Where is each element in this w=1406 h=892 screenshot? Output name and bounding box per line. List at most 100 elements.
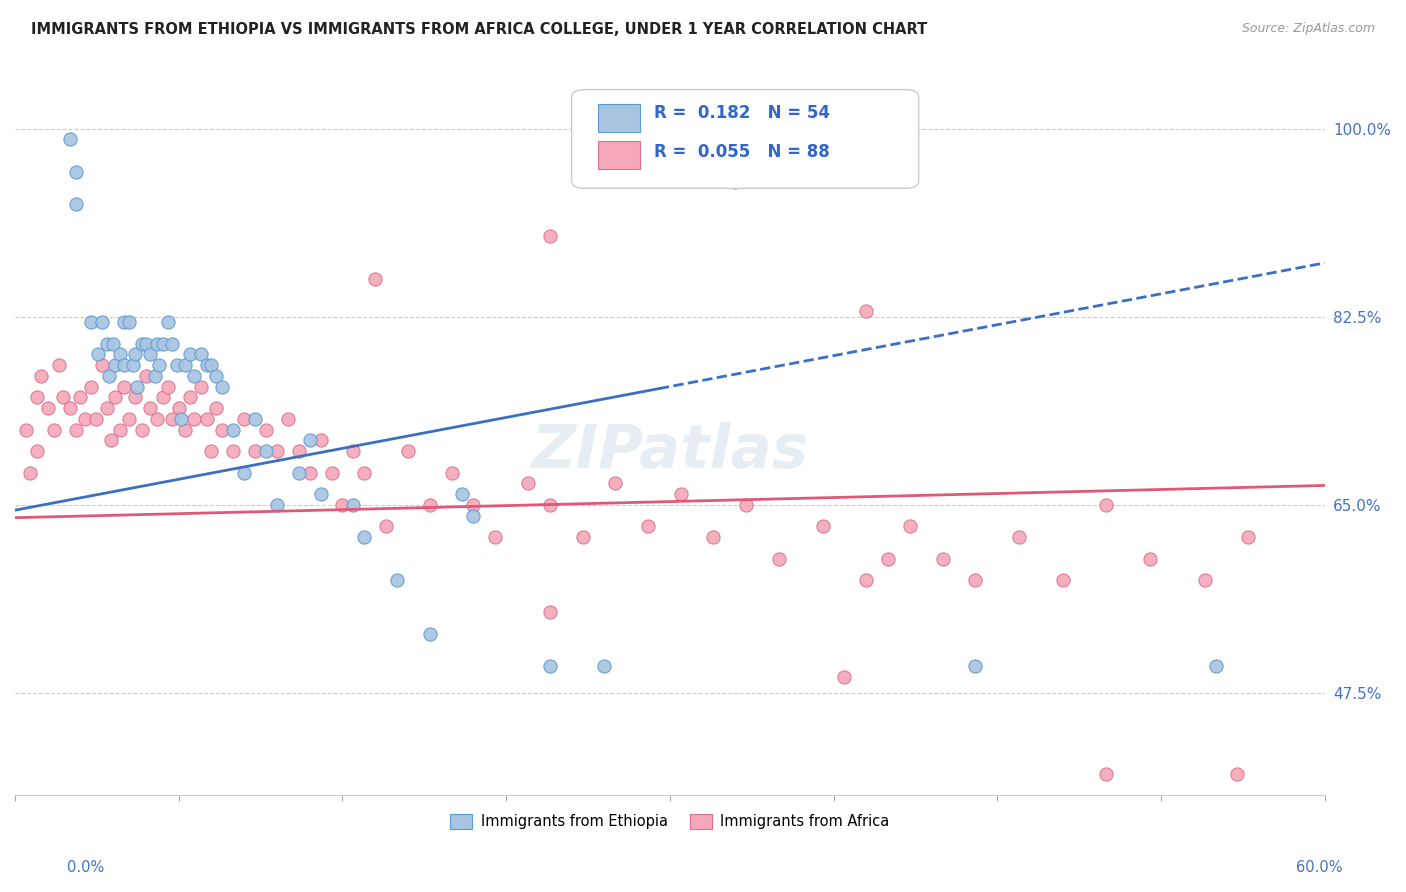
Point [724,175,747,189]
Point [419,627,441,641]
Point [898,519,921,533]
Point [30,368,52,383]
Point [139,401,162,415]
Point [463,498,485,512]
Point [200,358,222,372]
Text: Source: ZipAtlas.com: Source: ZipAtlas.com [1241,22,1375,36]
Point [451,487,474,501]
Point [58,401,80,415]
Point [25,390,48,404]
Point [146,336,169,351]
Point [152,336,174,351]
Point [117,315,139,329]
Point [233,466,256,480]
Point [91,358,114,372]
Point [243,412,266,426]
Point [309,487,332,501]
Point [965,659,987,673]
Point [179,390,201,404]
Point [200,444,222,458]
Point [204,401,226,415]
Point [396,444,419,458]
Point [1205,659,1227,673]
Point [108,347,131,361]
Point [266,498,288,512]
Point [135,368,157,383]
Point [143,368,166,383]
Point [811,519,834,533]
Point [834,670,856,684]
Point [124,390,146,404]
Point [58,132,80,146]
Point [160,412,183,426]
Point [122,358,145,372]
Text: R =  0.055   N = 88: R = 0.055 N = 88 [654,143,830,161]
Point [183,412,205,426]
Text: R =  0.182   N = 54: R = 0.182 N = 54 [654,104,830,122]
Point [735,498,758,512]
Point [342,498,364,512]
Point [571,530,593,544]
Point [73,412,96,426]
Text: 0.0%: 0.0% [67,861,104,875]
Point [538,229,561,244]
Point [20,466,42,480]
Point [287,466,309,480]
Point [135,336,157,351]
Point [100,434,122,448]
Point [170,412,193,426]
Point [211,379,233,393]
Point [127,379,149,393]
Point [353,530,375,544]
Point [80,315,103,329]
Point [91,315,114,329]
Point [117,412,139,426]
Point [174,423,197,437]
Point [84,412,107,426]
Point [1226,766,1249,780]
Point [855,573,877,587]
Legend: Immigrants from Ethiopia, Immigrants from Africa: Immigrants from Ethiopia, Immigrants fro… [444,808,896,835]
Point [440,466,463,480]
Point [167,401,190,415]
Point [131,336,153,351]
Point [1194,573,1216,587]
Point [152,390,174,404]
Point [156,315,179,329]
Point [233,412,256,426]
Point [190,347,212,361]
Point [538,659,561,673]
Point [342,444,364,458]
Point [96,401,118,415]
Point [877,551,900,566]
Point [52,390,75,404]
Point [87,347,110,361]
Point [222,444,245,458]
Point [160,336,183,351]
Point [287,444,309,458]
Point [195,412,218,426]
Point [538,605,561,619]
Point [332,498,354,512]
Text: 60.0%: 60.0% [1296,861,1343,875]
Point [309,434,332,448]
Point [174,358,197,372]
Point [96,336,118,351]
Point [321,466,343,480]
Point [931,551,953,566]
Point [139,347,162,361]
Point [298,466,321,480]
Point [1237,530,1260,544]
Point [108,423,131,437]
Point [834,121,856,136]
Point [37,401,59,415]
Point [148,358,170,372]
Point [298,434,321,448]
Point [183,368,205,383]
Point [1139,551,1161,566]
Point [190,379,212,393]
Point [353,466,375,480]
Point [146,412,169,426]
Point [277,412,299,426]
Point [65,423,87,437]
